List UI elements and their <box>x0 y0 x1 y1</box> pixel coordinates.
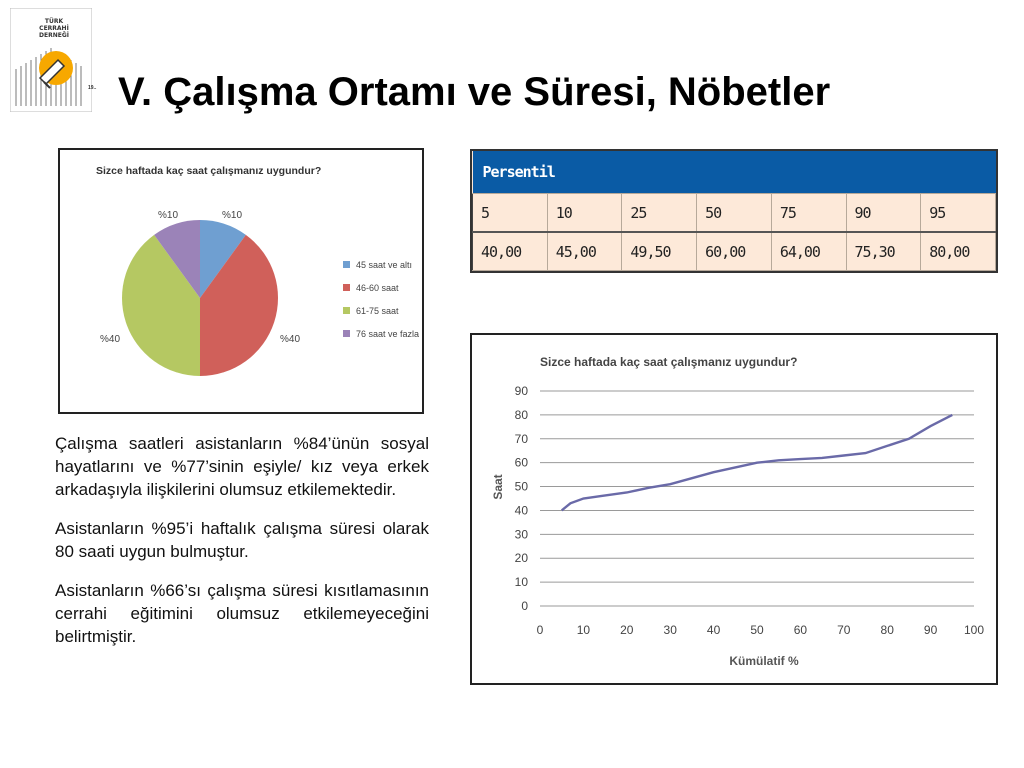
logo-graphic <box>10 8 92 112</box>
y-tick-label: 10 <box>515 575 529 589</box>
logo-line2: CERRAHİ <box>39 25 69 32</box>
paragraph-3: Asistanların %66’sı çalışma süresi kısıt… <box>55 581 429 646</box>
logo-wordmark: TÜRK CERRAHİ DERNEĞİ <box>24 18 84 39</box>
pie-chart: Sizce haftada kaç saat çalışmanız uygund… <box>96 165 419 376</box>
x-tick-label: 50 <box>750 623 764 637</box>
pie-slice-label: %40 <box>280 334 300 345</box>
paragraph-2: Asistanların %95’i haftalık çalışma süre… <box>55 519 429 561</box>
x-tick-label: 40 <box>707 623 721 637</box>
x-tick-label: 10 <box>577 623 591 637</box>
percentile-cell: 5 <box>472 193 548 233</box>
line-chart-panel: Sizce haftada kaç saat çalışmanız uygund… <box>470 333 998 685</box>
line-chart-title: Sizce haftada kaç saat çalışmanız uygund… <box>540 355 797 369</box>
legend-entry: 76 saat ve fazla <box>356 329 419 339</box>
pie-slice <box>154 220 200 298</box>
legend-swatch <box>343 261 350 268</box>
findings-text: Çalışma saatleri asistanların %84’ünün s… <box>55 432 429 664</box>
logo-line3: DERNEĞİ <box>39 32 69 39</box>
y-tick-label: 0 <box>521 599 528 613</box>
value-cell: 40,00 <box>472 231 548 271</box>
value-cell: 49,50 <box>621 231 698 271</box>
pie-slice-label: %10 <box>158 210 178 221</box>
percentile-header: Persentil <box>472 151 996 194</box>
y-axis-label: Saat <box>491 474 505 499</box>
x-tick-label: 70 <box>837 623 851 637</box>
y-tick-label: 50 <box>515 480 529 494</box>
table-row: 5 10 25 50 75 90 95 <box>472 193 996 233</box>
y-tick-label: 60 <box>515 456 529 470</box>
y-tick-label: 40 <box>515 503 529 517</box>
x-tick-label: 90 <box>924 623 938 637</box>
table-row: 40,00 45,00 49,50 60,00 64,00 75,30 80,00 <box>472 231 996 271</box>
percentile-cell: 25 <box>621 193 698 233</box>
legend-swatch <box>343 307 350 314</box>
y-tick-label: 30 <box>515 527 529 541</box>
percentile-table: Persentil 5 10 25 50 75 90 95 40,00 45,00 49,50 6… <box>470 149 998 273</box>
percentile-cell: 90 <box>845 193 922 233</box>
pie-slice-label: %40 <box>100 334 120 345</box>
legend-entry: 46-60 saat <box>356 283 399 293</box>
value-cell: 60,00 <box>696 231 772 271</box>
pie-slice-label: %10 <box>222 210 242 221</box>
paragraph-1: Çalışma saatleri asistanların %84’ünün s… <box>55 434 429 499</box>
percentile-cell: 75 <box>770 193 847 233</box>
logo-line1: TÜRK <box>44 18 64 25</box>
legend-entry: 45 saat ve altı <box>356 260 412 270</box>
pie-chart-title: Sizce haftada kaç saat çalışmanız uygund… <box>96 165 321 177</box>
value-cell: 80,00 <box>920 231 996 271</box>
value-cell: 64,00 <box>770 231 847 271</box>
x-tick-label: 80 <box>881 623 895 637</box>
x-axis-label: Kümülatif % <box>729 654 799 668</box>
y-tick-label: 70 <box>515 432 529 446</box>
x-tick-label: 30 <box>664 623 678 637</box>
pie-slice <box>122 234 200 376</box>
line-chart: Sizce haftada kaç saat çalışmanız uygund… <box>491 355 984 668</box>
x-tick-label: 0 <box>537 623 544 637</box>
legend-entry: 61-75 saat <box>356 306 399 316</box>
value-cell: 75,30 <box>845 231 922 271</box>
legend-swatch <box>343 330 350 337</box>
pie-chart-panel: Sizce haftada kaç saat çalışmanız uygund… <box>58 148 424 414</box>
organization-logo: TÜRK CERRAHİ DERNEĞİ 19.. <box>10 8 96 112</box>
pie-slice <box>200 220 246 298</box>
series-line <box>560 413 953 512</box>
percentile-cell: 50 <box>696 193 772 233</box>
y-tick-label: 90 <box>515 384 529 398</box>
x-tick-label: 100 <box>964 623 984 637</box>
page-title: V. Çalışma Ortamı ve Süresi, Nöbetler <box>118 70 831 114</box>
x-tick-label: 60 <box>794 623 808 637</box>
value-cell: 45,00 <box>546 231 623 271</box>
percentile-cell: 95 <box>920 193 996 233</box>
pie-slice <box>200 234 278 376</box>
percentile-cell: 10 <box>546 193 623 233</box>
legend-swatch <box>343 284 350 291</box>
y-tick-label: 20 <box>515 551 529 565</box>
y-tick-label: 80 <box>515 408 529 422</box>
logo-year: 19.. <box>88 85 97 91</box>
x-tick-label: 20 <box>620 623 634 637</box>
